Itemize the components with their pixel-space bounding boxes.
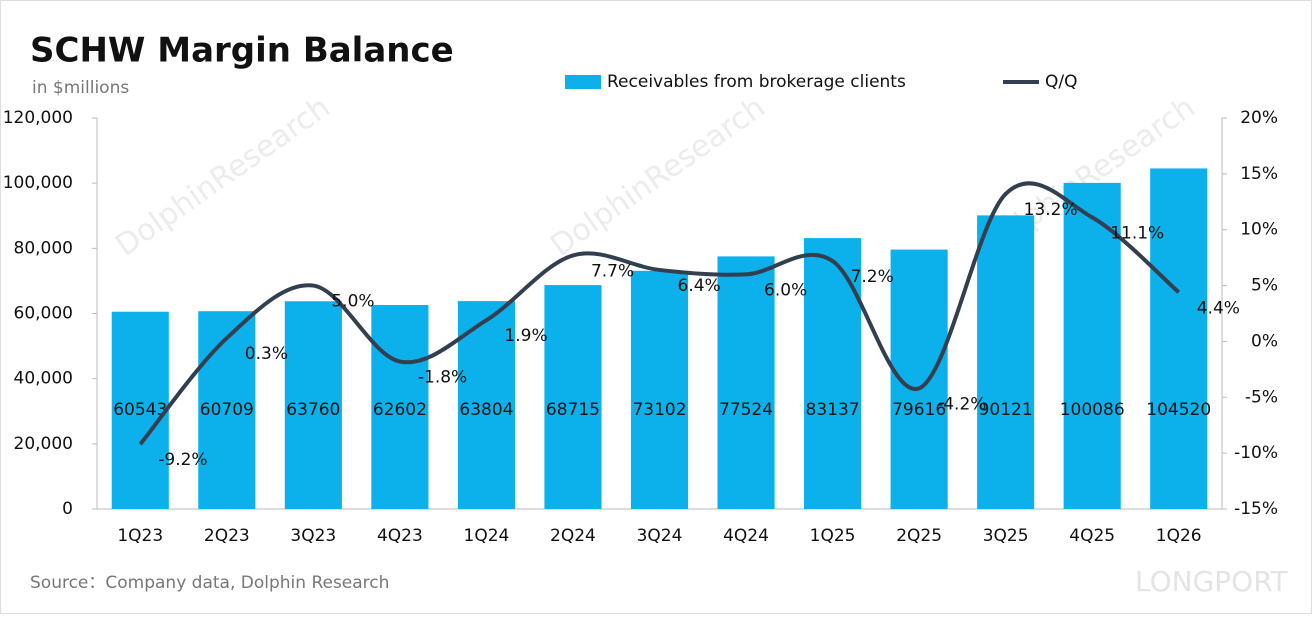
x-tick-label: 3Q24 [637,526,683,546]
y2-tick-label: -10% [1234,443,1278,463]
bar-value-label: 60543 [113,400,167,420]
line-value-label: 0.3% [245,344,288,364]
bar [198,311,256,509]
bar [1063,182,1121,509]
line [138,181,1181,446]
line-value-label: 5.0% [331,292,374,312]
line-value-label: -1.8% [418,368,467,388]
y-tick-label: 80,000 [14,238,73,258]
bar [284,301,342,509]
y-tick-label: 0 [62,499,73,519]
legend-label: Receivables from brokerage clients [607,72,906,92]
bar-value-label: 63760 [286,400,340,420]
bar [977,215,1035,509]
bar-value-label: 73102 [632,400,686,420]
bar [717,256,775,509]
line-value-label: -9.2% [158,450,207,470]
logo: LONGPORT [1135,565,1289,598]
chart-subtitle: in $millions [32,78,129,98]
line-value-label: 6.0% [764,280,807,300]
line-value-label: 6.4% [678,276,721,296]
x-tick-label: 2Q24 [550,526,596,546]
bar [544,285,602,509]
bar-value-label: 63804 [459,400,513,420]
x-tick-label: 3Q23 [290,526,336,546]
y-tick-label: 60,000 [14,304,73,324]
bar [457,301,515,509]
bar-value-label: 60709 [200,400,254,420]
bar-value-label: 104520 [1146,400,1211,420]
x-tick-label: 1Q25 [810,526,856,546]
line-value-label: 7.7% [591,261,634,281]
x-tick-label: 3Q25 [983,526,1029,546]
x-tick-label: 1Q26 [1156,526,1202,546]
y-tick-label: 20,000 [14,434,73,454]
bar-value-label: 90121 [979,400,1033,420]
x-tick-label: 4Q24 [723,526,769,546]
line-value-label: 7.2% [851,267,894,287]
line-value-label: -4.2% [937,394,986,414]
y2-tick-label: 20% [1240,108,1278,128]
y2-tick-label: 5% [1251,276,1278,296]
bar [630,270,689,509]
bar-value-label: 68715 [546,400,600,420]
bar-value-label: 100086 [1060,400,1125,420]
x-tick-label: 4Q23 [377,526,423,546]
bar-value-label: 62602 [373,400,427,420]
line-value-label: 1.9% [504,326,547,346]
y2-tick-label: 10% [1240,220,1278,240]
bar-value-label: 83137 [806,400,860,420]
bar-value-label: 79616 [892,400,946,420]
line-value-label: 4.4% [1197,298,1240,318]
x-tick-label: 1Q23 [117,526,163,546]
bar-value-label: 77524 [719,400,773,420]
y2-tick-label: 0% [1251,331,1278,351]
x-tick-label: 1Q24 [464,526,510,546]
y-tick-label: 120,000 [3,108,73,128]
y2-tick-label: -5% [1245,387,1278,407]
chart-title: SCHW Margin Balance [30,31,454,71]
legend-label: Q/Q [1045,72,1078,92]
line-value-label: 13.2% [1024,200,1078,220]
y2-tick-label: 15% [1240,164,1278,184]
x-tick-label: 4Q25 [1069,526,1115,546]
source-note: Source：Company data, Dolphin Research [30,573,389,593]
legend-swatch [565,75,601,89]
y-tick-label: 40,000 [14,369,73,389]
y-tick-label: 100,000 [3,173,73,193]
bar [1150,168,1208,509]
x-tick-label: 2Q23 [204,526,250,546]
y2-tick-label: -15% [1234,499,1278,519]
bar [111,311,169,509]
bar [371,305,429,509]
line-value-label: 11.1% [1110,223,1164,243]
x-tick-label: 2Q25 [896,526,942,546]
